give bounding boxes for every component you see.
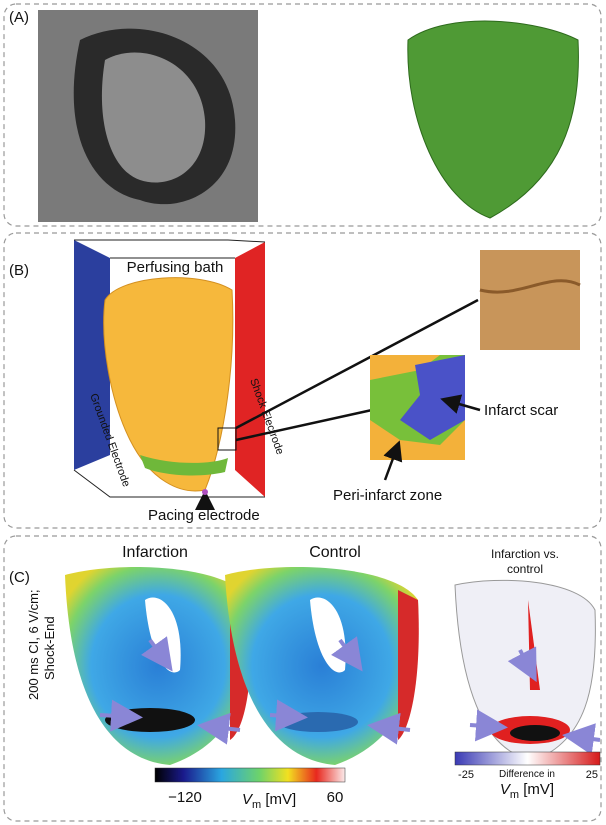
colorbar-title: Vm [mV] bbox=[242, 791, 296, 811]
unit: [mV] bbox=[261, 791, 296, 808]
subscript: m bbox=[510, 789, 519, 801]
map-title: Control bbox=[309, 544, 361, 561]
panel-label: (A) bbox=[9, 9, 29, 26]
colorbar-label: 60 bbox=[327, 789, 344, 806]
vm-map bbox=[65, 567, 251, 765]
map-title: Infarction vs. bbox=[491, 547, 559, 561]
colorbar-caption: Difference in bbox=[499, 769, 555, 780]
panel-label: (B) bbox=[9, 262, 29, 279]
unit: [mV] bbox=[519, 781, 554, 798]
mesh-inset bbox=[480, 250, 580, 350]
annotation: Pacing electrode bbox=[148, 507, 260, 524]
side-label: 200 ms CI, 6 V/cm; bbox=[26, 589, 41, 700]
colorbar bbox=[455, 752, 600, 765]
colorbar-title: Vm [mV] bbox=[500, 781, 554, 801]
side-label: Shock-End bbox=[42, 616, 57, 680]
diff-region bbox=[510, 725, 560, 741]
heart-map bbox=[65, 567, 251, 765]
annotation: Peri-infarct zone bbox=[333, 487, 442, 504]
map-title: control bbox=[507, 562, 543, 576]
arrow bbox=[100, 715, 135, 717]
arrow bbox=[270, 715, 300, 717]
mesh-heart bbox=[408, 21, 579, 218]
colorbar-label: -25 bbox=[458, 769, 474, 781]
colorbar bbox=[155, 768, 345, 782]
right-wall bbox=[235, 242, 265, 497]
panel-label: (C) bbox=[9, 569, 30, 586]
figure: (A) (B) Perfusing bath Grounded Electrod… bbox=[0, 0, 606, 825]
pacing-site bbox=[202, 489, 208, 495]
box-edge bbox=[74, 240, 265, 242]
vm-map bbox=[225, 567, 419, 765]
diff-map bbox=[455, 580, 595, 760]
map-title: Infarction bbox=[122, 544, 188, 561]
infarct-region bbox=[105, 708, 195, 732]
colorbar-label: 25 bbox=[586, 769, 598, 781]
arrow bbox=[470, 725, 500, 727]
heart-map bbox=[225, 567, 419, 765]
annotation: Infarct scar bbox=[484, 402, 558, 419]
subscript: m bbox=[252, 799, 261, 811]
bath-label: Perfusing bath bbox=[127, 259, 224, 276]
arrow bbox=[570, 736, 600, 740]
heart-map-edge bbox=[398, 590, 419, 740]
colorbar-label: −120 bbox=[168, 789, 202, 806]
